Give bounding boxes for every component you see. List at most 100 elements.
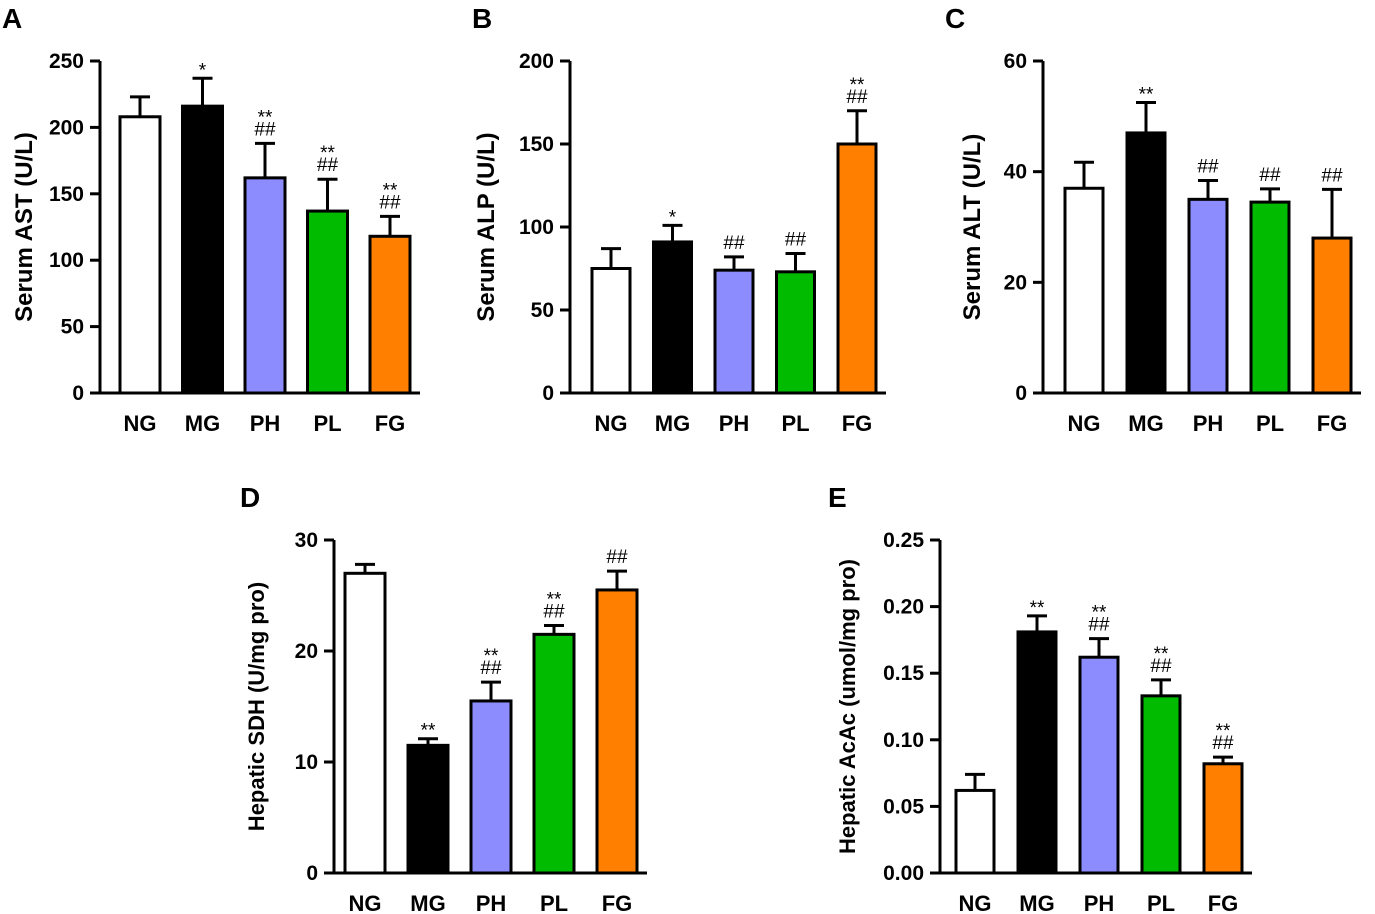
x-tick-label-b: PL [781,411,809,436]
y-tick-label-b: 50 [531,299,554,322]
x-tick-label-d: PL [540,891,568,914]
significance-mark: ## [1212,733,1234,754]
y-tick-label-d: 20 [295,640,318,663]
y-tick-label-e: 0.10 [883,729,924,752]
significance-mark: ** [1139,85,1154,106]
significance-mark: ** [850,75,865,96]
bar-ph [1187,197,1229,395]
y-tick-label-a: 0 [72,382,84,405]
bar-mg [652,240,693,395]
panel-a: A Serum AST (U/L) 0 50 100 150 200 250 NG MG * PH ##… [2,3,420,436]
x-tick-label-a: PL [313,411,341,436]
panel-c: C Serum ALT (U/L) 0 20 40 60 NG MG ** PH ## PL ## FG #… [945,3,1361,436]
bar-pl [775,270,816,395]
significance-mark: ## [1150,656,1172,677]
x-tick-label-c: MG [1128,411,1163,436]
bar-ng [343,571,387,875]
y-tick-label-b: 200 [519,50,554,73]
significance-mark: ** [421,721,436,742]
bar-ph [1078,655,1120,875]
significance-mark: ## [317,155,339,176]
bar-mg [1016,630,1058,875]
bar-fg [595,588,639,875]
bar-ph [713,268,755,395]
x-tick-label-b: PH [719,411,750,436]
x-tick-label-a: PH [250,411,281,436]
bar-pl [1140,694,1182,875]
panel-letter-a: A [2,3,22,34]
bar-pl [532,632,576,875]
significance-mark: ## [1088,615,1110,636]
x-tick-label-d: NG [349,891,382,914]
y-tick-label-b: 150 [519,133,554,156]
x-tick-label-e: FG [1208,891,1239,914]
y-axis-label-e: Hepatic AcAc (umol/mg pro) [835,559,860,854]
y-tick-label-a: 200 [49,116,84,139]
y-tick-label-c: 40 [1004,161,1027,184]
y-tick-label-d: 0 [306,862,318,885]
y-tick-label-c: 20 [1004,271,1027,294]
y-tick-label-d: 30 [295,529,318,552]
bar-fg [368,234,412,395]
panel-letter-b: B [472,3,492,34]
y-tick-label-d: 10 [295,751,318,774]
y-axis-label-d: Hepatic SDH (U/mg pro) [244,582,269,831]
y-tick-label-e: 0.00 [883,862,924,885]
x-tick-label-e: PL [1147,891,1175,914]
significance-mark: * [199,60,207,81]
y-tick-label-e: 0.20 [883,596,924,619]
significance-mark: ## [379,192,401,213]
x-tick-label-d: MG [410,891,445,914]
bar-pl [1249,200,1291,395]
y-tick-label-e: 0.15 [883,662,924,685]
x-tick-label-b: FG [842,411,873,436]
panel-d: D Hepatic SDH (U/mg pro) 0 10 20 30 NG MG ** PH ##… [240,482,647,914]
significance-mark: ** [258,107,273,128]
x-tick-label-c: PH [1193,411,1224,436]
significance-mark: ** [484,646,499,667]
panel-letter-d: D [240,482,260,513]
significance-mark: ** [320,143,335,164]
significance-mark: ## [1259,165,1281,186]
y-tick-label-a: 100 [49,249,84,272]
bar-mg [181,104,224,395]
bar-ph [469,699,513,875]
significance-mark: ## [606,547,628,568]
significance-mark: ** [547,589,562,610]
bar-ng [118,115,162,395]
bar-fg [836,142,878,395]
bar-ng [954,788,996,875]
significance-mark: ** [383,180,398,201]
significance-mark: * [669,207,677,228]
x-tick-label-c: PL [1256,411,1284,436]
panel-letter-e: E [828,482,847,513]
significance-mark: ** [1092,603,1107,624]
panel-b: B Serum ALP (U/L) 0 50 100 150 200 NG MG * PH ## PL #… [472,3,886,436]
x-tick-label-a: FG [375,411,406,436]
y-axis-label-c: Serum ALT (U/L) [959,134,986,321]
significance-mark: ** [1216,721,1231,742]
significance-mark: ## [846,87,868,108]
significance-mark: ## [1197,157,1219,178]
y-tick-label-c: 0 [1015,382,1027,405]
y-tick-label-b: 100 [519,216,554,239]
bar-fg [1202,762,1244,875]
significance-mark: ## [543,601,565,622]
y-tick-label-a: 150 [49,183,84,206]
x-tick-label-b: MG [655,411,690,436]
significance-mark: ## [1321,165,1343,186]
y-axis-label-b: Serum ALP (U/L) [473,132,500,321]
panel-letter-c: C [945,3,965,34]
bar-pl [306,209,349,395]
x-tick-label-c: FG [1317,411,1348,436]
y-tick-label-e: 0.05 [883,795,924,818]
panel-e: E Hepatic AcAc (umol/mg pro) 0.00 0.05 0.10 0… [828,482,1252,914]
bar-mg [1125,131,1167,395]
x-tick-label-e: NG [959,891,992,914]
x-tick-label-e: MG [1019,891,1054,914]
x-tick-label-d: PH [476,891,507,914]
y-tick-label-a: 250 [49,50,84,73]
significance-mark: ** [1030,598,1045,619]
x-tick-label-d: FG [602,891,633,914]
